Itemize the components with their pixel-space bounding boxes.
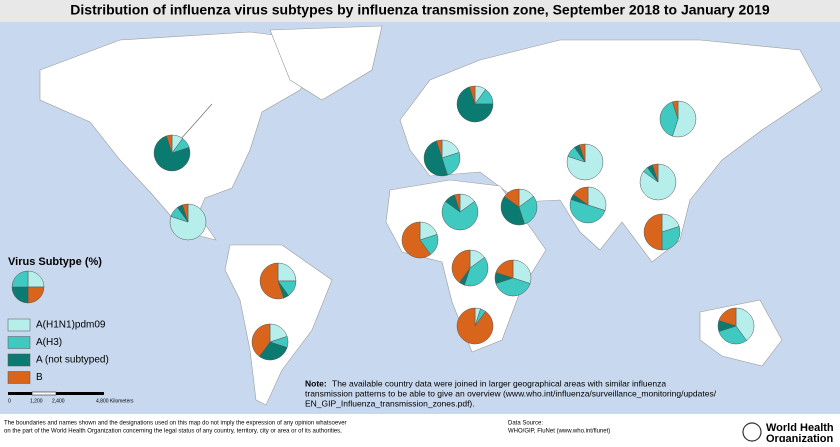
pie-slice bbox=[436, 139, 443, 159]
legend-swatch bbox=[7, 371, 31, 384]
pie-slice bbox=[512, 259, 532, 284]
note-text: The available country data were joined i… bbox=[332, 378, 666, 388]
zone-pie bbox=[456, 307, 494, 345]
zone-pie bbox=[169, 203, 207, 241]
pie-slice bbox=[456, 86, 494, 123]
zone-pie bbox=[639, 163, 677, 201]
scale-segment bbox=[56, 392, 104, 395]
legend-label: A(H3) bbox=[36, 337, 62, 348]
greenland bbox=[269, 25, 383, 101]
south-america bbox=[224, 244, 333, 406]
scale-bar bbox=[8, 391, 104, 396]
pie-slice bbox=[718, 307, 737, 327]
pie-slice bbox=[504, 188, 520, 208]
logo-emblem bbox=[742, 422, 762, 442]
note-label: Note: bbox=[305, 378, 327, 388]
pie-slice bbox=[735, 307, 755, 341]
scale-segment bbox=[8, 392, 32, 395]
zone-pie bbox=[500, 188, 538, 226]
logo-text: Organization bbox=[766, 433, 834, 442]
pie-slice bbox=[259, 341, 288, 361]
pie-slice bbox=[451, 249, 471, 283]
disclaimer: The boundaries and names shown and the d… bbox=[4, 421, 347, 427]
zone-pie bbox=[569, 186, 607, 224]
zone-pie bbox=[717, 307, 755, 345]
pie-slice bbox=[672, 100, 679, 120]
legend-label: B bbox=[36, 372, 43, 383]
source-label: Data Source: bbox=[508, 421, 543, 427]
legend-symbol bbox=[11, 270, 45, 304]
leader-line bbox=[179, 103, 213, 141]
pie-slice bbox=[495, 277, 531, 297]
pie-slice bbox=[652, 163, 659, 183]
zone-pie bbox=[259, 262, 297, 300]
pie-slice bbox=[500, 196, 525, 226]
zone-pie bbox=[494, 259, 532, 297]
pie-slice bbox=[672, 100, 697, 138]
logo-text: World Health bbox=[766, 422, 834, 434]
scale-segment bbox=[31, 391, 57, 396]
zone-pie bbox=[659, 100, 697, 138]
zone-pie bbox=[441, 193, 479, 231]
scale-label: 4,800 Kilometers bbox=[96, 398, 134, 404]
pie-slice bbox=[518, 196, 538, 225]
pie-slice bbox=[166, 134, 173, 154]
scale-label: 1,200 bbox=[30, 398, 43, 404]
pie-slice bbox=[579, 143, 586, 163]
pie-slice bbox=[441, 201, 479, 231]
note-text: transmission patterns to be able to give… bbox=[305, 388, 717, 398]
pie-slice bbox=[251, 323, 271, 357]
legend-symbol-slice bbox=[11, 270, 29, 288]
eurasia bbox=[399, 39, 823, 263]
pie-slice bbox=[569, 199, 606, 224]
pie-slice bbox=[469, 85, 476, 105]
scale-label: 0 bbox=[8, 398, 11, 404]
pie-slice bbox=[659, 101, 679, 137]
pie-slice bbox=[587, 186, 607, 211]
pie-slice bbox=[464, 257, 489, 287]
zone-pie bbox=[456, 85, 494, 123]
zone-pie bbox=[153, 134, 191, 172]
title-bar bbox=[0, 0, 840, 22]
zone-pie bbox=[451, 249, 489, 287]
zone-pie bbox=[423, 139, 461, 177]
scale-label: 2,400 bbox=[52, 398, 65, 404]
title: Distribution of influenza virus subtypes… bbox=[70, 2, 770, 18]
note-text: EN_GIP_Influenza_transmission_zones.pdf)… bbox=[305, 398, 475, 408]
pie-slice bbox=[661, 226, 681, 251]
zone-pie bbox=[251, 323, 289, 361]
legend-swatch bbox=[7, 336, 31, 349]
zone-pie bbox=[643, 213, 681, 251]
pie-slice bbox=[423, 140, 448, 177]
legend-title: Virus Subtype (%) bbox=[8, 256, 102, 268]
footer bbox=[0, 414, 840, 442]
source-text: WHO/GIP, FluNet (www.who.int/flunet) bbox=[508, 429, 610, 435]
pie-slice bbox=[573, 186, 589, 206]
legend-label: A (not subtyped) bbox=[36, 355, 109, 366]
pie-slice bbox=[718, 325, 747, 345]
pie-slice bbox=[454, 193, 461, 213]
legend-swatch bbox=[7, 353, 31, 367]
zone-pie bbox=[566, 143, 604, 181]
pie-slice bbox=[401, 221, 431, 259]
disclaimer: on the part of the World Health Organiza… bbox=[4, 429, 342, 435]
zone-pie bbox=[401, 221, 439, 259]
legend-label: A(H1N1)pdm09 bbox=[36, 320, 106, 331]
pie-slice bbox=[153, 135, 191, 172]
pie-slice bbox=[182, 203, 189, 223]
pie-slice bbox=[643, 213, 663, 251]
legend-swatch bbox=[7, 318, 31, 332]
pie-slice bbox=[456, 307, 494, 345]
pie-slice bbox=[259, 262, 284, 300]
pie-slice bbox=[495, 259, 514, 279]
